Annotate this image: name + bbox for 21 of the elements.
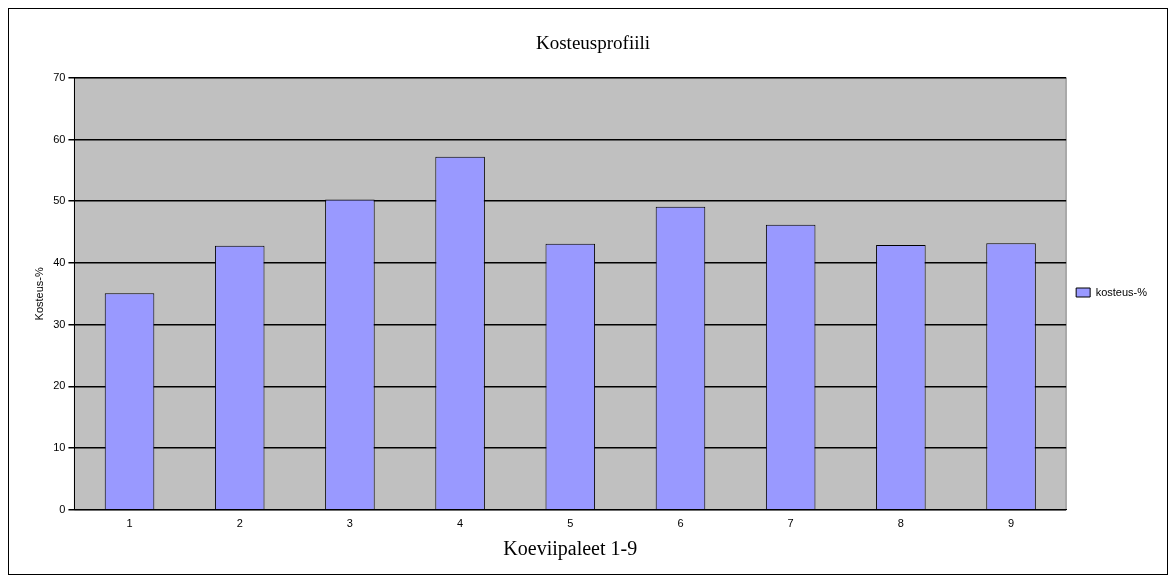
y-tick-label: 60 — [53, 132, 66, 145]
y-tick-label: 10 — [53, 441, 66, 454]
y-tick-label: 0 — [59, 502, 66, 515]
y-tick-label: 70 — [53, 70, 66, 83]
x-tick-label: 2 — [236, 517, 243, 530]
x-tick-label: 7 — [787, 517, 794, 530]
y-axis-title: Kosteus-% — [32, 266, 45, 321]
x-tick-label: 8 — [897, 517, 904, 530]
x-axis-title: Koeviipaleet 1-9 — [503, 537, 638, 561]
y-tick-label: 20 — [53, 379, 66, 392]
y-tick-label: 50 — [53, 194, 66, 207]
x-tick-label: 6 — [677, 517, 684, 530]
x-tick-label: 5 — [567, 517, 574, 530]
x-tick-label: 3 — [346, 517, 353, 530]
chart-title: Kosteusprofiili — [536, 32, 650, 54]
legend-label: kosteus-% — [1095, 285, 1148, 298]
x-tick-label: 9 — [1007, 517, 1015, 530]
x-tick-label: 4 — [457, 517, 464, 530]
x-tick-label: 1 — [126, 517, 133, 530]
y-tick-label: 40 — [53, 255, 66, 268]
y-tick-label: 30 — [53, 317, 66, 330]
